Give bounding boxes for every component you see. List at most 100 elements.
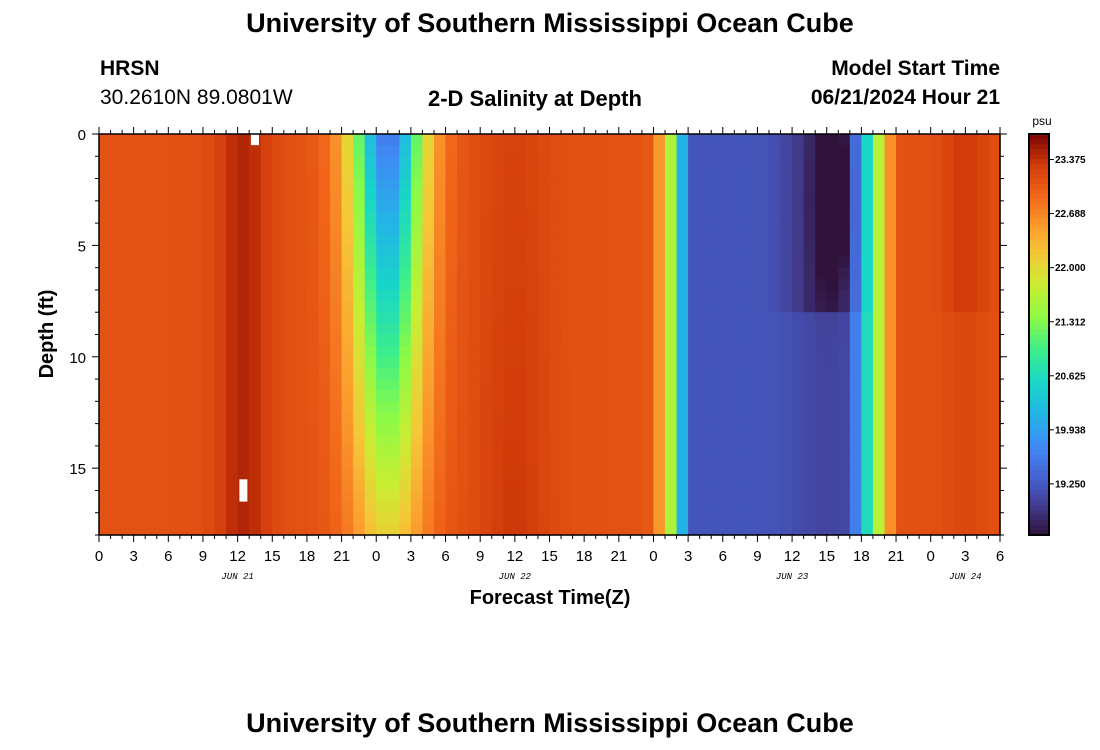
heatmap-cell <box>584 501 597 514</box>
heatmap-cell <box>641 334 655 347</box>
heatmap-cell <box>376 379 389 391</box>
heatmap-cell <box>283 367 296 380</box>
heatmap-cell <box>526 278 539 291</box>
heatmap-cell <box>457 223 470 235</box>
heatmap-cell <box>491 334 504 347</box>
colorbar-band <box>1029 484 1049 491</box>
heatmap-cell <box>491 468 504 480</box>
heatmap-cell <box>549 278 562 291</box>
heatmap-cell <box>491 267 504 280</box>
heatmap-cell <box>711 523 724 536</box>
heatmap-cell <box>988 390 1001 402</box>
heatmap-cell <box>988 211 1001 224</box>
heatmap-cell <box>872 501 886 514</box>
heatmap-cell <box>792 200 805 213</box>
heatmap-cell <box>110 367 123 380</box>
heatmap-cell <box>214 211 227 224</box>
heatmap-cell <box>133 145 146 157</box>
heatmap-cell <box>849 345 862 358</box>
heatmap-cell <box>595 512 608 525</box>
heatmap-cell <box>353 367 366 380</box>
colorbar-band <box>1029 314 1049 321</box>
heatmap-cell <box>988 189 1001 202</box>
heatmap-cell <box>907 457 920 469</box>
heatmap-cell <box>722 356 735 369</box>
heatmap-cell <box>688 401 701 414</box>
heatmap-cell <box>745 379 759 391</box>
heatmap-cell <box>122 256 135 269</box>
heatmap-cell <box>676 501 689 514</box>
heatmap-cell <box>641 423 655 436</box>
heatmap-cell <box>168 323 181 336</box>
heatmap-cell <box>838 412 851 425</box>
heatmap-cell <box>364 145 377 157</box>
heatmap-cell <box>110 512 123 525</box>
heatmap-cell <box>410 412 424 425</box>
heatmap-cell <box>156 178 169 191</box>
heatmap-cell <box>122 211 135 224</box>
heatmap-cell <box>376 234 389 246</box>
heatmap-cell <box>122 479 135 492</box>
dry-cell <box>239 479 248 502</box>
heatmap-cell <box>226 468 239 480</box>
heatmap-cell <box>838 434 851 447</box>
heatmap-cell <box>584 278 597 291</box>
heatmap-cell <box>179 512 193 525</box>
heatmap-cell <box>99 211 112 224</box>
heatmap-cell <box>757 501 770 514</box>
heatmap-cell <box>653 356 666 369</box>
heatmap-cell <box>595 312 608 324</box>
heatmap-cell <box>595 445 608 458</box>
heatmap-cell <box>226 501 239 514</box>
heatmap-cell <box>318 200 331 213</box>
heatmap-cell <box>572 312 585 324</box>
heatmap-cell <box>988 134 1001 146</box>
heatmap-cell <box>272 401 285 414</box>
heatmap-cell <box>896 412 909 425</box>
heatmap-cell <box>734 434 747 447</box>
heatmap-cell <box>480 223 493 235</box>
heatmap-cell <box>537 379 551 391</box>
heatmap-cell <box>711 468 724 480</box>
heatmap-cell <box>295 423 308 436</box>
heatmap-cell <box>179 278 193 291</box>
heatmap-cell <box>665 423 678 436</box>
heatmap-cell <box>630 256 643 269</box>
heatmap-cell <box>202 256 216 269</box>
heatmap-cell <box>226 356 239 369</box>
heatmap-cell <box>353 267 366 280</box>
heatmap-cell <box>272 200 285 213</box>
heatmap-cell <box>722 479 735 492</box>
heatmap-cell <box>561 390 574 402</box>
heatmap-cell <box>618 345 631 358</box>
heatmap-cell <box>953 379 966 391</box>
heatmap-cell <box>156 245 169 258</box>
heatmap-cell <box>468 367 481 380</box>
heatmap-cell <box>653 490 666 503</box>
heatmap-cell <box>861 256 874 269</box>
heatmap-cell <box>237 434 250 447</box>
heatmap-cell <box>410 167 424 180</box>
heatmap-cell <box>665 323 678 336</box>
heatmap-cell <box>549 267 562 280</box>
heatmap-cell <box>433 423 447 436</box>
heatmap-cell <box>872 223 886 235</box>
heatmap-cell <box>133 278 146 291</box>
heatmap-cell <box>618 178 631 191</box>
heatmap-cell <box>491 401 504 414</box>
heatmap-cell <box>537 301 551 313</box>
heatmap-cell <box>745 412 759 425</box>
date-label: JUN 23 <box>776 572 809 582</box>
heatmap-cell <box>537 145 551 157</box>
heatmap-cell <box>768 356 782 369</box>
heatmap-cell <box>353 457 366 469</box>
heatmap-cell <box>965 479 978 492</box>
heatmap-cell <box>549 189 562 202</box>
heatmap-cell <box>607 512 620 525</box>
heatmap-cell <box>179 223 193 235</box>
heatmap-cell <box>306 334 320 347</box>
heatmap-cell <box>896 200 909 213</box>
heatmap-cell <box>919 301 932 313</box>
heatmap-cell <box>641 223 655 235</box>
heatmap-cell <box>237 134 250 146</box>
